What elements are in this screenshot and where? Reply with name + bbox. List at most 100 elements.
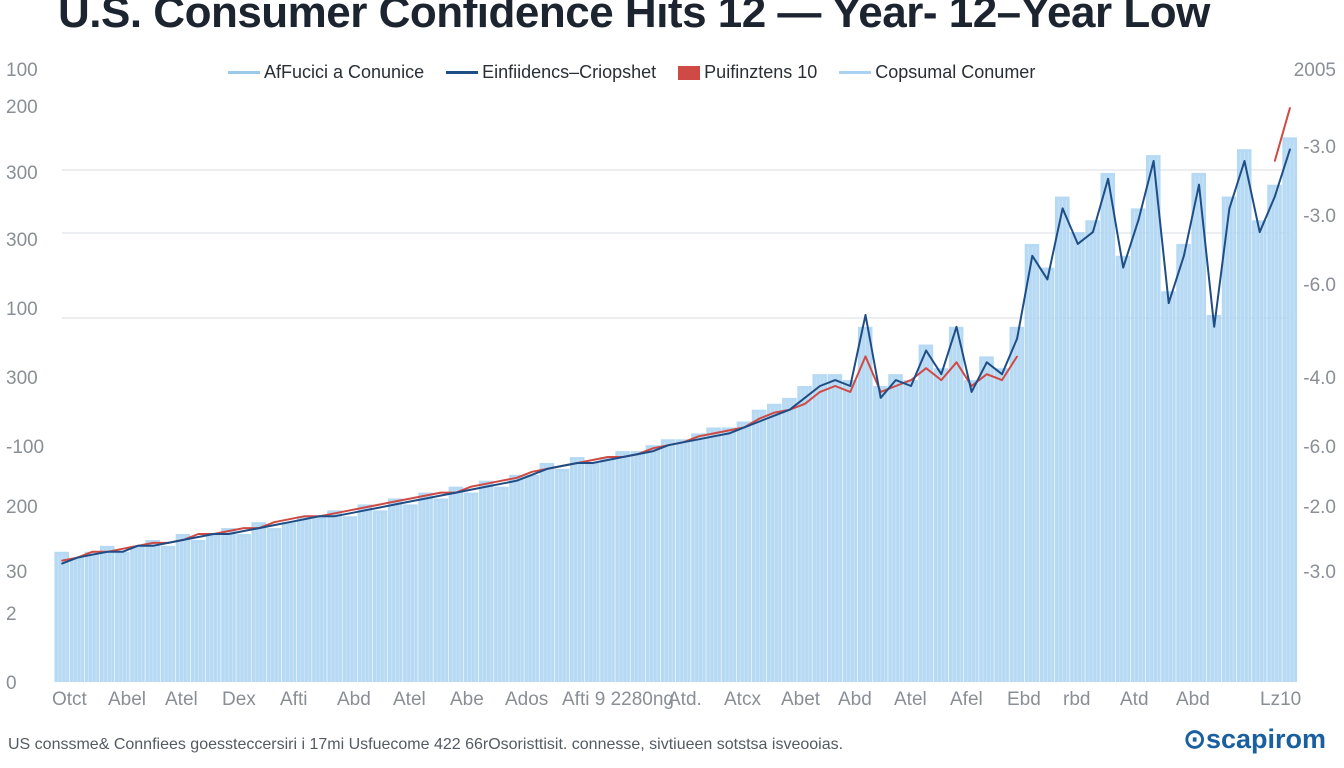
y-tick-left: 300 [6, 163, 38, 184]
series-line-blue-point [516, 479, 518, 482]
series-line-red-point [243, 527, 245, 529]
legend: AfFucici a Conunice Einfiidencs–Criopshe… [228, 62, 1035, 83]
series-line-red-point [334, 512, 336, 515]
series-line-blue-point [500, 482, 503, 485]
series-line-blue-point [303, 518, 306, 520]
y-tick-left: 0 [6, 673, 17, 694]
series-line-blue-point [137, 545, 139, 547]
series-line-blue-point [970, 391, 973, 393]
series-line-blue-point [531, 474, 533, 476]
series-line-blue-point [258, 527, 260, 529]
series-line-red-point [1274, 160, 1276, 162]
series-line-blue-point [1076, 243, 1079, 245]
x-tick: Dex [222, 689, 256, 710]
series-line-blue [61, 148, 1291, 565]
series-line-blue-point [940, 373, 943, 375]
series-line-blue-point [1167, 302, 1170, 304]
x-tick: Afel [950, 689, 983, 710]
series-line-blue-point [591, 462, 594, 464]
series-line-blue-point [895, 379, 897, 381]
series-line-blue-point [379, 506, 382, 509]
y-tick-right: -4.0 [1303, 368, 1336, 389]
series-line-red-point [288, 518, 291, 520]
series-line-blue-point [713, 435, 715, 438]
series-line-red-point [940, 379, 943, 381]
series-line-red-point [819, 391, 821, 393]
series-line-red-point [864, 355, 867, 358]
series-line-blue-point [804, 397, 806, 399]
series-line-red-point [652, 447, 655, 449]
y-tick-left: 200 [6, 97, 38, 118]
series-line-blue-point [819, 385, 821, 387]
series-line-blue-point [1198, 183, 1200, 186]
x-tick: Atel [393, 689, 426, 710]
x-tick: Abd [1176, 689, 1210, 710]
series-line-red-point [440, 491, 442, 494]
series-line-red-point [349, 509, 351, 512]
series-line-red [61, 107, 1291, 562]
series-line-blue-point [182, 539, 185, 541]
series-line-blue-point [470, 488, 473, 491]
y-tick-right: -3.0 [1303, 137, 1336, 158]
series-line-blue-point [212, 533, 215, 535]
series-line-blue-point [1213, 326, 1215, 328]
series-line-blue-point [879, 397, 882, 399]
series-line-blue-point [1228, 207, 1231, 210]
x-tick: Abd [337, 689, 371, 710]
legend-swatch [678, 65, 701, 80]
series-line-red-point [485, 482, 488, 485]
series-line-blue-point [61, 562, 63, 565]
series-line-blue-point [1107, 178, 1109, 180]
series-line-blue-point [1183, 254, 1185, 257]
series-line-red-point [591, 459, 594, 461]
legend-label: AfFucici a Conunice [264, 62, 425, 82]
legend-item: Copsumal Conumer [839, 62, 1035, 83]
y-tick-left: 300 [6, 368, 38, 389]
series-line-blue-point [834, 379, 836, 381]
x-tick: Abd [838, 689, 872, 710]
series-line-red-point [1001, 379, 1003, 381]
series-line-blue-point [349, 512, 351, 515]
legend-swatch [839, 71, 872, 74]
series-line-blue-point [455, 491, 457, 494]
series-line-blue-point [925, 349, 927, 352]
series-line-blue-point [1031, 254, 1034, 257]
series-line-red-point [758, 417, 761, 420]
series-line-red-point [500, 479, 503, 482]
brand-logo: ⊙scapirom [1183, 724, 1326, 755]
logo-text: scapirom [1205, 724, 1326, 754]
series-line-red-point [409, 497, 412, 500]
series-line-red-point [516, 476, 518, 479]
series-line-red-point [925, 367, 927, 370]
legend-label: Copsumal Conumer [875, 62, 1036, 82]
series-line-blue-point [227, 533, 230, 535]
y-tick-right: 2005 [1293, 60, 1336, 81]
series-line-red-point [1289, 106, 1291, 109]
series-line-blue-point [910, 385, 912, 387]
series-line-blue-point [334, 515, 336, 518]
series-line-red-point [152, 542, 154, 544]
y-tick-left: 100 [6, 299, 38, 320]
series-line-red-point [425, 494, 427, 497]
series-line-blue-point [955, 326, 958, 328]
series-line-red-point [1016, 355, 1018, 358]
series-line-red-point [849, 391, 852, 393]
series-line-blue-point [197, 536, 200, 538]
x-tick: Afti 9 2280ng [562, 689, 674, 710]
series-line-blue-point [440, 494, 442, 497]
series-line-blue-point [576, 462, 579, 464]
series-line-blue-point [288, 521, 291, 523]
logo-icon: ⊙ [1183, 724, 1206, 754]
x-tick: Abe [450, 689, 484, 710]
series-line-blue-point [106, 550, 109, 553]
series-line-blue-point [546, 468, 548, 470]
series-line-red-point [713, 432, 715, 435]
x-tick: Atcx [724, 689, 761, 710]
series-line-red-point [895, 385, 897, 387]
series-line-blue-point [758, 420, 761, 423]
legend-item: AfFucici a Conunice [228, 62, 424, 83]
x-tick: Abet [781, 689, 821, 710]
series-line-blue-point [637, 453, 639, 455]
y-tick-left: 2 [6, 604, 17, 625]
